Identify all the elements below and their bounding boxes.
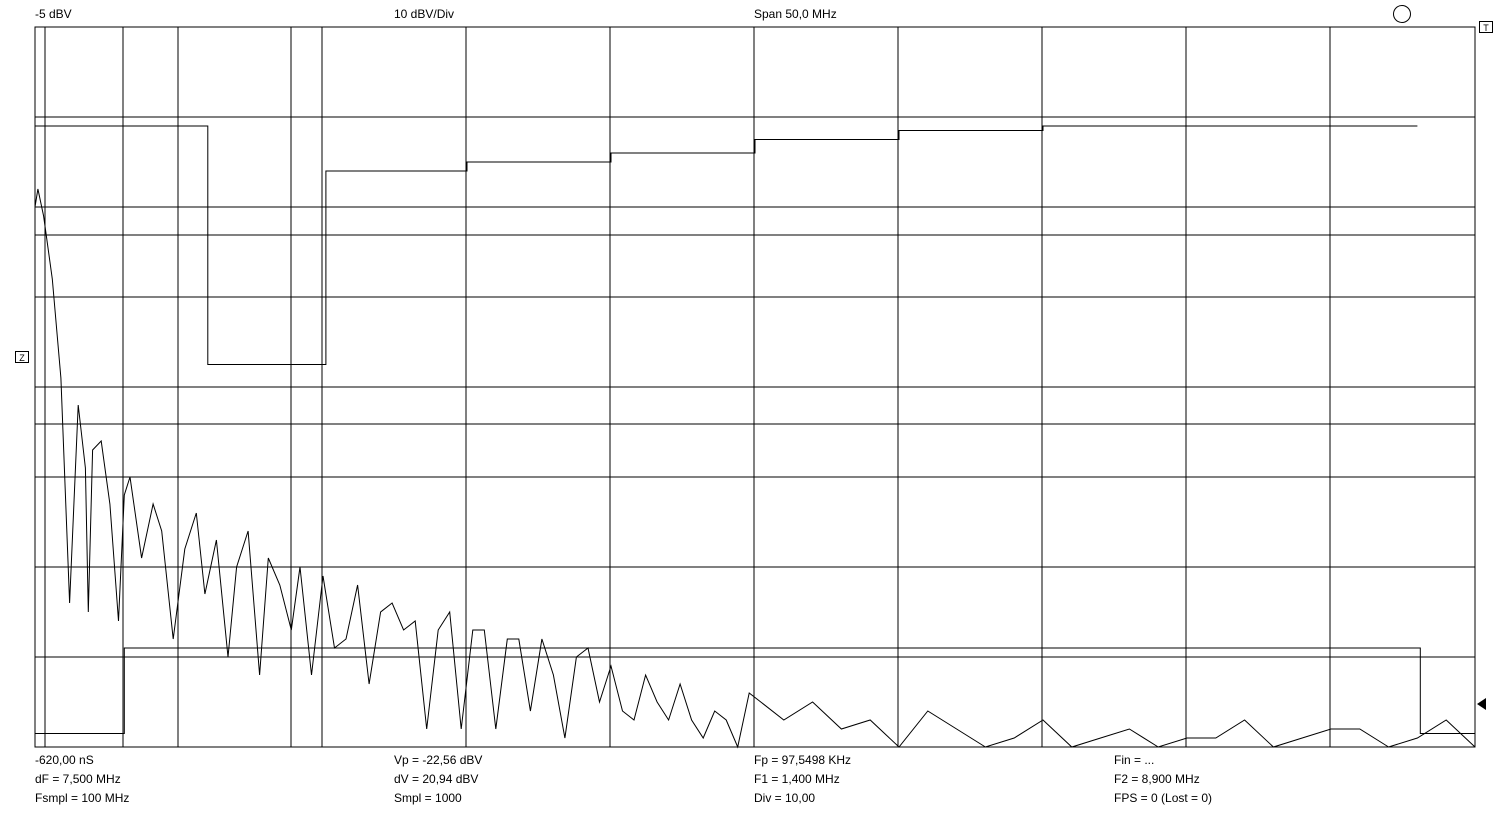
readout-smpl: Smpl = 1000: [394, 791, 462, 805]
traces: [34, 125, 1476, 749]
readout-f2: F2 = 8,900 MHz: [1114, 772, 1200, 786]
readout-fsmpl: Fsmpl = 100 MHz: [35, 791, 130, 805]
trigger-marker-icon[interactable]: T: [1479, 21, 1493, 33]
span-label: Span 50,0 MHz: [754, 7, 837, 21]
readout-fin: Fin = ...: [1114, 753, 1155, 767]
readout-f1: F1 = 1,400 MHz: [754, 772, 840, 786]
series-trace-upper: [35, 125, 1418, 365]
readout-dv: dV = 20,94 dBV: [394, 772, 479, 786]
readout-div: Div = 10,00: [754, 791, 816, 805]
readout-fp: Fp = 97,5498 KHz: [754, 753, 852, 767]
readout-time: -620,00 nS: [35, 753, 94, 767]
right-arrow-icon[interactable]: [1477, 698, 1487, 710]
series-spectrum: [34, 188, 1476, 749]
readout-df: dF = 7,500 MHz: [35, 772, 121, 786]
readout-fps: FPS = 0 (Lost = 0): [1114, 791, 1213, 805]
series-trace-lower: [35, 647, 1475, 734]
zero-marker-icon[interactable]: Z: [15, 351, 29, 363]
grid: [35, 27, 1475, 747]
readout-vp: Vp = -22,56 dBV: [394, 753, 483, 767]
status-circle-icon[interactable]: [1393, 5, 1411, 23]
scale-label: 10 dBV/Div: [394, 7, 455, 21]
ref-level-label: -5 dBV: [35, 7, 72, 21]
